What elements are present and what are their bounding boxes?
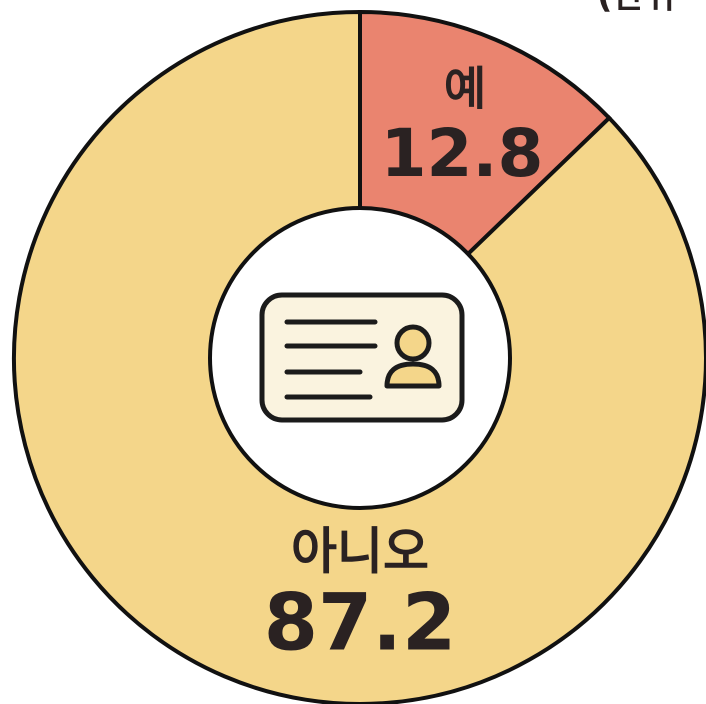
category-label: 아니오 bbox=[291, 523, 429, 581]
slice bbox=[12, 9, 706, 704]
category-label: 예 bbox=[444, 62, 486, 116]
value-label: 87.2 bbox=[264, 578, 456, 668]
value-label: 12.8 bbox=[381, 115, 544, 192]
unit-label: (단위 bbox=[597, 0, 675, 17]
id-card-icon bbox=[259, 292, 465, 423]
